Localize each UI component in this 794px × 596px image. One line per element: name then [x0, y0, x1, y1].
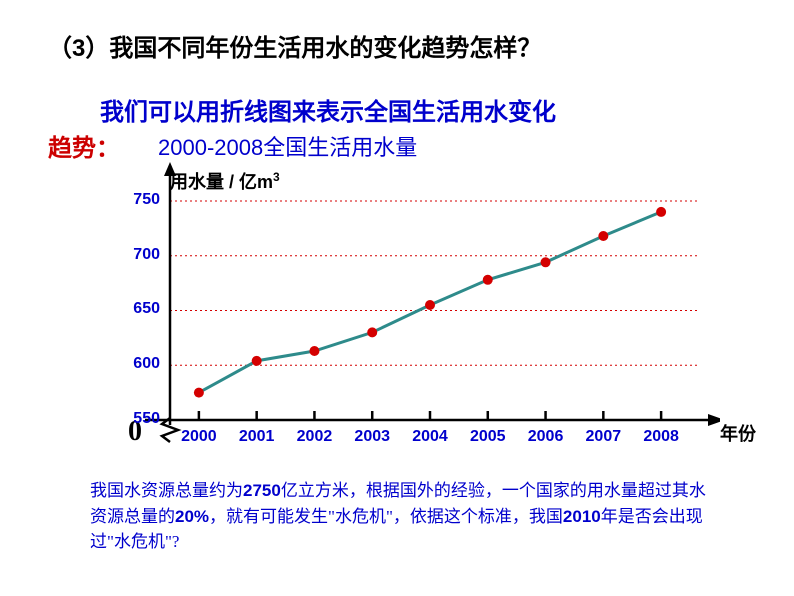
- answer-line-2: 趋势：: [48, 128, 120, 163]
- x-tick-label: 2006: [521, 428, 571, 446]
- answer-line-1: 我们可以用折线图来表示全国生活用水变化: [100, 92, 556, 127]
- y-tick-label: 550: [120, 410, 160, 428]
- y-tick-label: 650: [120, 300, 160, 318]
- chart-title: 2000-2008全国生活用水量: [158, 130, 417, 162]
- x-tick-label: 2007: [578, 428, 628, 446]
- footer-text: 我国水资源总量约为2750亿立方米，根据国外的经验，一个国家的用水量超过其水资源…: [90, 478, 710, 555]
- x-tick-label: 2008: [636, 428, 686, 446]
- line-chart: [80, 160, 720, 460]
- x-tick-label: 2004: [405, 428, 455, 446]
- y-tick-label: 750: [120, 191, 160, 209]
- x-tick-label: 2005: [463, 428, 513, 446]
- y-tick-label: 700: [120, 246, 160, 264]
- x-axis-label: 年份: [720, 420, 756, 446]
- x-tick-label: 2003: [347, 428, 397, 446]
- x-tick-label: 2001: [232, 428, 282, 446]
- x-tick-label: 2000: [174, 428, 224, 446]
- question-text: （3）我国不同年份生活用水的变化趋势怎样？: [48, 28, 541, 63]
- y-tick-label: 600: [120, 355, 160, 373]
- x-tick-label: 2002: [289, 428, 339, 446]
